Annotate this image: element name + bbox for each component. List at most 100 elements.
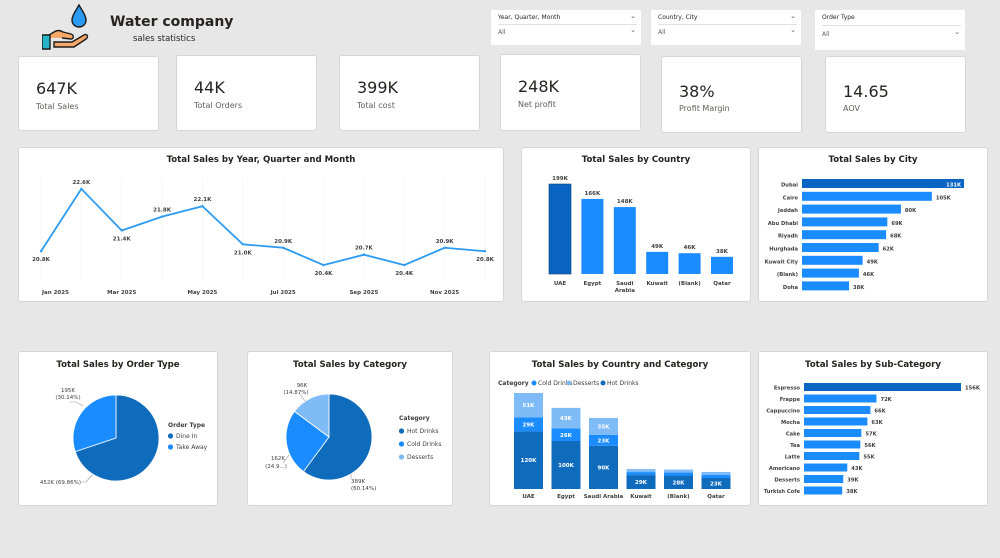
bar-segment [589,417,618,435]
chevron-down-icon[interactable]: ⌄ [790,12,796,20]
legend-label: Take Away [175,444,208,451]
y-tick-label: Kuwait City [765,259,799,265]
data-label: 66K [874,409,886,415]
bar [804,486,843,495]
y-tick-label: Mocha [781,420,800,426]
chart-sales-by-country-category[interactable]: Total Sales by Country and Category Cate… [489,351,751,506]
bar [613,207,636,274]
pie-slice [285,410,330,473]
data-point [39,250,43,253]
pie-slice [302,393,373,481]
x-tick-label: Saudi Arabia [584,494,624,500]
chart-sales-by-country[interactable]: Total Sales by Country 199K UAE 166K Egypt 1… [521,147,751,302]
slice-label: (30.14%) [55,395,80,401]
chart-sales-by-subcategory[interactable]: Total Sales by Sub-Category Espresso 156K… [758,351,988,506]
data-label: 131K [946,183,962,189]
chevron-down-icon[interactable]: ⌄ [954,28,960,36]
leader-line [298,392,306,402]
chart-sales-by-city[interactable]: Total Sales by City Dubai 131K Cairo 105K Je… [758,147,988,302]
legend-title: Order Type [168,422,205,429]
chevron-down-icon[interactable]: ⌄ [630,26,636,34]
data-label: 62K [883,247,895,253]
data-label: 69K [891,221,903,227]
chart-sales-by-category[interactable]: Total Sales by Category 389K (60.14%) 162K… [247,351,453,506]
kpi-label: Total Orders [194,101,243,110]
chart-title: Total Sales by City [828,155,918,165]
bar [802,204,901,214]
kpi-total-sales: 647K Total Sales [18,56,159,131]
y-tick-label: Cake [786,432,801,438]
bar-segment [551,441,581,489]
y-tick-label: Cappuccino [766,409,800,415]
bar [802,268,859,278]
chart-title: Total Sales by Country [581,155,691,165]
bar [802,255,863,265]
slicer-order-type[interactable]: Order Type All ⌄ [815,10,965,50]
slice-label: (24.9...) [265,464,287,470]
slicer-value[interactable]: All [498,29,506,36]
kpi-total-cost: 399K Total cost [339,55,480,131]
legend-label: Hot Drinks [407,428,439,435]
line-chart-svg: 20.8K 22.6K 21.4K 21.8K 22.1K 21.0K 20.9K 20.4K… [32,178,495,296]
chart-title: Total Sales by Country and Category [531,360,709,370]
bar-segment [701,471,731,475]
data-point [362,253,366,256]
bar [646,251,669,274]
x-tick-label: UAE [554,281,567,287]
bar-segment [589,434,618,446]
x-tick-label: Kuwait [630,494,652,500]
bar-segment [551,428,581,441]
legend-label: Cold Drinks [538,380,572,387]
data-point [483,250,487,253]
company-subtitle: sales statistics [133,34,196,44]
data-label: 28K [673,480,686,486]
y-tick-label: Riyadh [778,234,798,240]
sales-line [40,187,486,267]
slice-label: 195K [61,388,75,394]
x-tick-label: Kuwait [647,281,669,287]
slicer-date[interactable]: Year, Quarter, Month ⌄ All ⌄ [491,10,641,45]
bar [802,217,888,227]
legend-marker [167,433,174,439]
subcategory-bar-svg: Espresso 156K Frappe 72K Cappuccino 66K Mocha 6… [764,383,981,495]
bar [802,243,879,252]
company-title: Water company [110,14,234,30]
kpi-value: 14.65 [843,82,889,101]
data-point [201,205,204,208]
slicer-country-city[interactable]: Country, City ⌄ All ⌄ [651,10,801,45]
chevron-down-icon[interactable]: ⌄ [630,12,636,20]
chart-sales-by-month[interactable]: Total Sales by Year, Quarter and Month 2… [18,147,504,302]
data-label: 20.4K [395,271,414,277]
data-label: 38K [846,489,858,495]
slicer-value[interactable]: All [822,31,830,38]
bar [804,417,868,426]
bar-segment [551,407,581,429]
bar [804,452,860,460]
data-label: 29K [523,422,536,428]
data-point [322,263,325,267]
chart-sales-by-order-type[interactable]: Total Sales by Order Type 452K (69.86%) 1… [18,351,218,506]
bar [804,383,961,391]
data-label: 51K [523,403,536,409]
header: Water company sales statistics [40,0,240,52]
bar [804,463,848,472]
data-label: 46K [684,245,697,251]
chevron-down-icon[interactable]: ⌄ [790,26,796,34]
kpi-label: Total cost [357,101,395,110]
slicer-value[interactable]: All [658,29,666,36]
y-tick-label: Americano [769,466,801,472]
slice-label: (60.14%) [351,486,376,492]
x-tick-label: Qatar [707,494,725,500]
data-label: 72K [880,397,892,403]
bar-segment [589,445,618,489]
bar [804,440,861,449]
x-tick-label: UAE [522,494,535,500]
y-tick-label: Dubai [781,183,798,189]
x-tick-label: Jul 2025 [270,290,296,296]
legend-label: Desserts [407,454,433,461]
legend-label: Desserts [573,380,599,387]
legend-marker [600,380,606,386]
bar [802,179,964,188]
slicer-label: Country, City [658,14,698,21]
data-label: 20.8K [32,257,51,263]
